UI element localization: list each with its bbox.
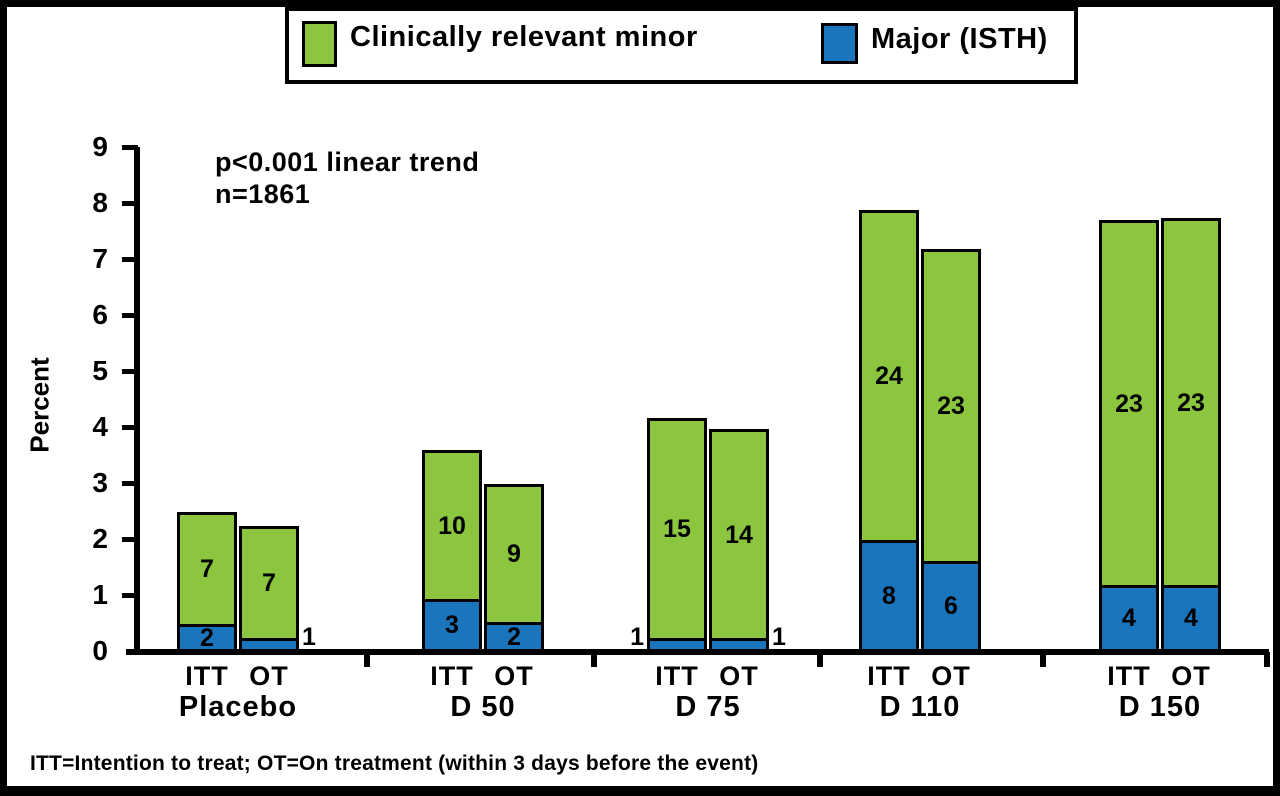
bar-d110-itt: 24 8 [859,210,919,652]
bar-segment-minor: 24 [859,210,919,540]
y-axis-tick-label: 2 [92,523,108,554]
y-axis-tick-label: 5 [92,355,108,386]
bar-segment-minor: 23 [1099,220,1159,585]
bar-segment-major: 8 [859,540,919,652]
bar-arm-label: OT [931,661,971,691]
y-axis-tick-label: 7 [92,243,108,274]
y-axis-tick [122,425,138,430]
major-count-label: 1 [630,623,644,651]
bar-segment-major: 6 [921,561,981,652]
bar-segment-minor: 23 [921,249,981,561]
bar-segment-major [239,638,299,652]
group-label: D 50 [450,691,516,723]
y-axis-tick-label: 0 [92,635,108,666]
bar-segment-major: 2 [177,624,237,652]
legend-box: Clinically relevant minor Major (ISTH) [285,7,1078,84]
annotation-sample-size: n=1861 [215,179,311,209]
group-label: D 110 [879,691,961,723]
bar-segment-major: 2 [484,622,544,652]
y-axis-tick [122,257,138,262]
major-count-label: 1 [302,623,316,651]
y-axis-tick [122,313,138,318]
bar-segment-major: 4 [1161,585,1221,652]
bar-segment-minor: 14 [709,429,769,638]
bar-arm-label: OT [494,661,534,691]
bar-d50-itt: 10 3 [422,450,482,652]
annotation-pvalue: p<0.001 linear trend [215,147,480,177]
bar-segment-major: 3 [422,599,482,652]
bar-segment-minor: 7 [177,512,237,624]
bar-arm-label: OT [719,661,759,691]
y-axis-tick [122,537,138,542]
x-axis-tick [1040,652,1046,667]
y-axis-tick [122,593,138,598]
x-axis-tick [591,652,597,667]
x-axis-tick [364,652,370,667]
legend-label-minor: Clinically relevant minor [350,21,698,53]
footnote: ITT=Intention to treat; OT=On treatment … [30,752,759,775]
legend-label-major: Major (ISTH) [871,23,1048,55]
bar-placebo-ot: 7 [239,526,299,652]
bar-arm-label: ITT [867,661,911,691]
bar-arm-label: ITT [185,661,229,691]
bar-segment-minor: 23 [1161,218,1221,585]
group-label: D 150 [1118,691,1202,723]
major-count-label: 1 [772,623,786,651]
bar-arm-label: OT [249,661,289,691]
bar-segment-minor: 9 [484,484,544,622]
y-axis-tick [122,145,138,150]
y-axis-tick-label: 4 [92,411,108,442]
y-axis-tick-label: 6 [92,299,108,330]
bar-segment-minor: 10 [422,450,482,599]
bar-d150-ot: 23 4 [1161,218,1221,652]
bar-arm-label: OT [1171,661,1211,691]
x-axis-tick [1264,652,1270,667]
y-axis-tick [122,481,138,486]
x-axis-line [126,649,1269,655]
bar-d75-ot: 14 [709,429,769,652]
bar-segment-major: 4 [1099,585,1159,652]
bar-arm-label: ITT [430,661,474,691]
legend-swatch-minor-icon [302,21,337,67]
bar-d75-itt: 15 [647,418,707,652]
bar-segment-minor: 7 [239,526,299,638]
bar-d110-ot: 23 6 [921,249,981,652]
legend-item-minor: Clinically relevant minor [302,21,698,67]
bar-d150-itt: 23 4 [1099,220,1159,652]
y-axis-tick-label: 8 [92,187,108,218]
y-axis-line [134,147,140,655]
bar-segment-major [709,638,769,652]
y-axis-tick-label: 1 [92,579,108,610]
y-axis-tick [122,369,138,374]
legend-item-major: Major (ISTH) [821,23,1048,64]
y-axis-tick-label: 9 [92,131,108,162]
x-axis-tick [817,652,823,667]
group-label: Placebo [178,691,298,723]
group-label: D 75 [675,691,741,723]
y-axis-tick-label: 3 [92,467,108,498]
bar-segment-minor: 15 [647,418,707,638]
bar-arm-label: ITT [655,661,699,691]
bar-arm-label: ITT [1107,661,1151,691]
legend-swatch-major-icon [821,23,858,64]
y-axis-tick [122,201,138,206]
bar-segment-major [647,638,707,652]
annotation: p<0.001 linear trend n=1861 [215,146,479,210]
